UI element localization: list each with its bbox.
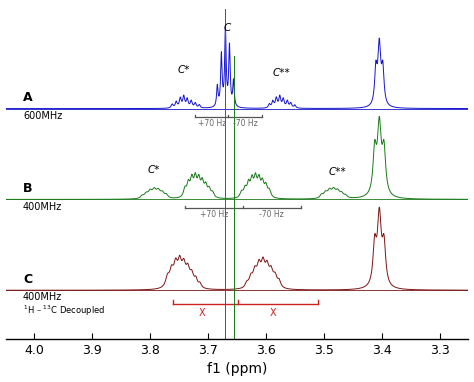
Text: -70 Hz: -70 Hz (259, 210, 284, 219)
Text: 600MHz: 600MHz (23, 111, 62, 121)
Text: X: X (270, 308, 277, 318)
Text: -70 Hz: -70 Hz (233, 119, 257, 128)
Text: C**: C** (273, 68, 291, 78)
X-axis label: f1 (ppm): f1 (ppm) (207, 363, 267, 376)
Text: A: A (23, 91, 33, 104)
Text: 400MHz: 400MHz (23, 202, 62, 212)
Text: C**: C** (329, 167, 346, 177)
Text: C*: C* (148, 165, 161, 175)
Text: C: C (224, 23, 231, 33)
Text: 400MHz: 400MHz (23, 293, 62, 303)
Text: B: B (23, 182, 32, 195)
Text: +70 Hz: +70 Hz (200, 210, 228, 219)
Text: C: C (23, 273, 32, 286)
Text: X: X (199, 308, 206, 318)
Text: +70 Hz: +70 Hz (198, 119, 226, 128)
Text: C*: C* (178, 65, 190, 75)
Text: $^1$H – $^{13}$C Decoupled: $^1$H – $^{13}$C Decoupled (23, 304, 105, 318)
